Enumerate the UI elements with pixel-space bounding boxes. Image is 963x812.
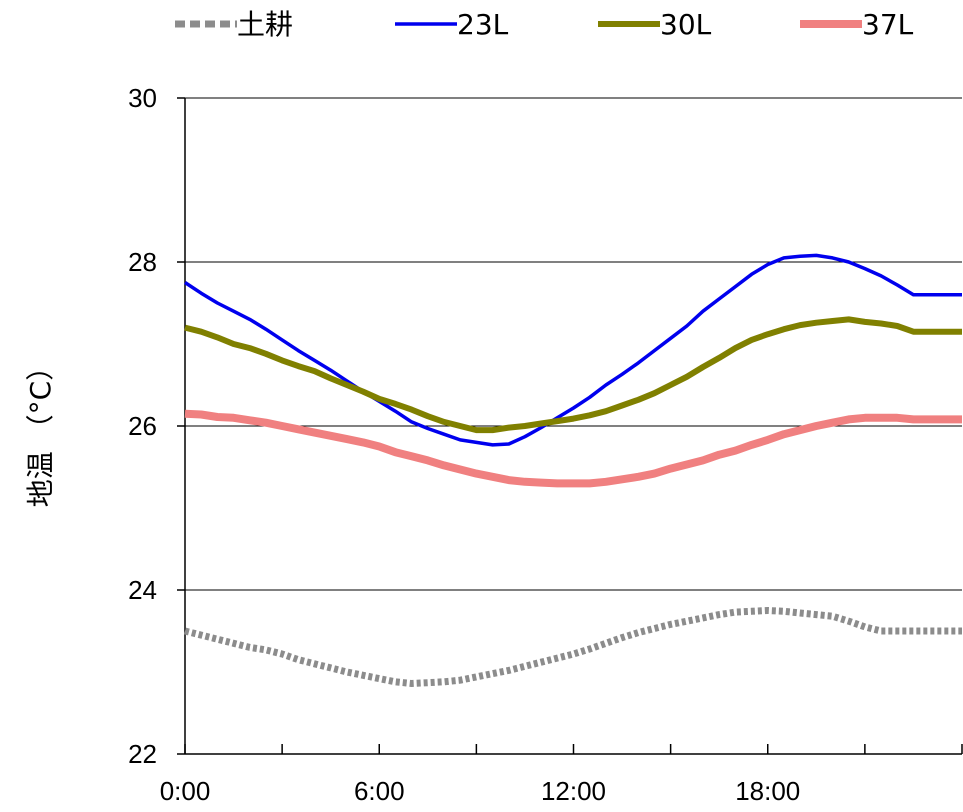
- series-line-30L: [184, 316, 962, 434]
- y-tick-label-30: 30: [128, 83, 157, 113]
- legend-item-土耕: 土耕: [175, 8, 293, 41]
- legend-item-23L: 23L: [395, 8, 509, 41]
- x-tick-labels: 0:00 6:00 12:00 18:00: [160, 776, 801, 806]
- series-line-土耕: [184, 607, 962, 687]
- plot-frame: [177, 97, 963, 755]
- y-tick-label-28: 28: [128, 247, 157, 277]
- y-tick-label-24: 24: [128, 575, 157, 605]
- x-tick-label-6: 6:00: [354, 776, 405, 806]
- x-tick-label-12: 12:00: [541, 776, 606, 806]
- y-tick-labels: 22 24 26 28 30: [128, 83, 157, 769]
- legend-label: 37L: [862, 8, 914, 41]
- legend-label: 30L: [660, 8, 712, 41]
- x-tick-label-0: 0:00: [160, 776, 211, 806]
- y-tick-label-26: 26: [128, 411, 157, 441]
- legend-item-37L: 37L: [800, 8, 914, 41]
- series-line-23L: [184, 253, 962, 447]
- y-axis-title: 地温 （°C）: [24, 353, 57, 507]
- legend-item-30L: 30L: [598, 8, 712, 41]
- y-tick-label-22: 22: [128, 739, 157, 769]
- legend-label: 23L: [457, 8, 509, 41]
- series-lines: [184, 253, 962, 687]
- legend: 土耕 23L 30L 37L: [175, 8, 914, 41]
- series-line-37L: [184, 409, 962, 488]
- x-tick-label-18: 18:00: [735, 776, 800, 806]
- legend-label: 土耕: [237, 8, 293, 41]
